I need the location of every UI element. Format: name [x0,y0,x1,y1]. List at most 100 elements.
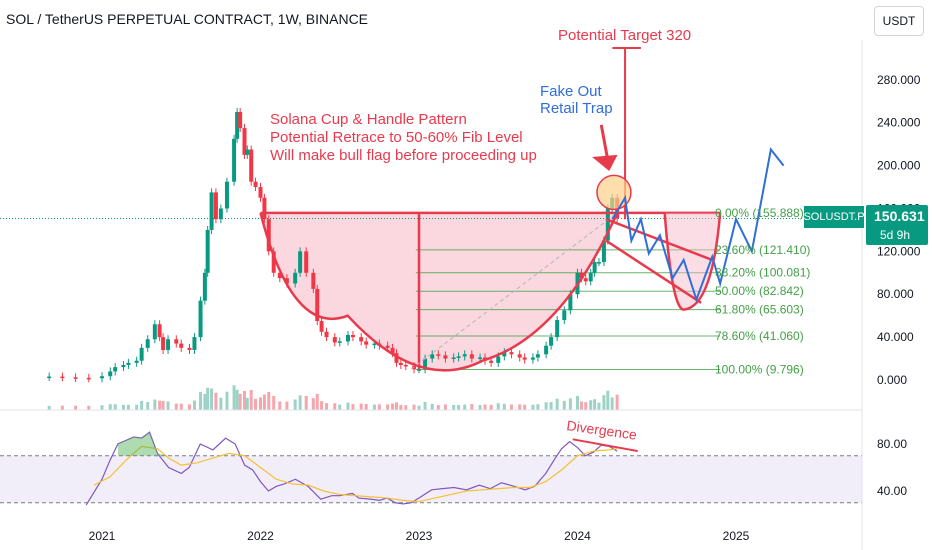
volume-bar [232,385,236,410]
candle [311,272,316,289]
volume-bar [206,387,210,410]
volume-bar [436,404,440,410]
rsi-tick-label: 80.00 [877,437,907,451]
candle [315,288,320,322]
volume-bar [443,404,447,410]
candle [359,337,364,342]
volume-bar [423,401,427,410]
pattern-note: Will make bull flag before proceeding up [270,147,537,164]
time-tick-label: 2021 [89,529,116,543]
candle [436,354,441,356]
price-tick-label: 280.000 [877,73,921,87]
candle [403,364,408,367]
volume-bar [161,400,165,410]
fib-label: 100.00% (9.796) [715,362,804,376]
volume-bar [615,394,619,410]
volume-bar [430,403,434,410]
candle [394,353,399,363]
volume-bar [452,405,456,410]
volume-bar [304,396,308,410]
handle-curve [663,212,722,311]
channel-upper [605,218,713,262]
candle [451,357,456,359]
fib-label: 23.60% (121.410) [715,243,810,257]
candle [198,300,203,338]
volume-bar [399,404,403,410]
candle [145,339,150,348]
volume-bar [179,403,183,410]
candle [245,149,250,155]
candle [319,321,324,332]
candle [588,272,593,282]
candle [174,339,179,344]
candle [277,272,282,279]
volume-bar [298,395,302,410]
volume-bar [549,402,553,410]
candle [249,149,254,182]
cup-curve [259,212,619,372]
candle [579,272,584,279]
volume-bar [470,404,474,410]
volume-bar [174,403,178,410]
volume-bar [377,404,381,410]
time-tick-label: 2024 [564,529,591,543]
volume-bar [108,404,112,410]
volume-bar [568,398,572,410]
volume-bar [262,394,266,410]
time-left: 5d 9h [880,228,911,242]
volume-bar [87,405,91,410]
price-tick-label: 0.000 [877,373,907,387]
candle [549,337,554,346]
volume-bar [135,404,139,410]
chart-title: SOL / TetherUS PERPETUAL CONTRACT, 1W, B… [6,11,369,27]
candle [462,354,467,357]
volume-bar [602,395,606,410]
candle [47,376,52,379]
candle [86,377,91,380]
candle [134,360,139,363]
target-label: Potential Target 320 [558,27,691,44]
candle [121,364,126,368]
candle [502,352,507,357]
volume-bar [203,393,207,410]
candle [152,324,157,340]
volume-bar [412,404,416,410]
currency-button[interactable]: USDT [874,6,924,36]
volume-bar [386,404,390,410]
volume-bar [285,401,289,410]
fib-label: 78.60% (41.060) [715,329,804,343]
candle [544,345,549,355]
candle [298,251,303,273]
volume-bar [518,404,522,410]
candle [398,362,403,365]
fib-diagonal [410,212,618,370]
candle [202,272,207,301]
volume-bar [126,404,130,410]
candle [73,377,78,379]
volume-bar [606,390,610,410]
candle [232,138,237,182]
fakeout-label: Retail Trap [540,100,613,117]
candle [108,371,113,377]
volume-bar [489,404,493,410]
volume-bar [523,404,527,410]
volume-bar [478,405,482,410]
volume-bar [372,404,376,410]
volume-bar [483,404,487,410]
candle [417,369,421,371]
candle [60,376,65,379]
volume-bar [391,403,395,410]
volume-bar [153,399,157,410]
candle [390,347,395,354]
candle [535,354,540,358]
volume-bar [509,404,513,410]
candle [238,112,243,129]
candle [555,319,560,338]
candle [271,251,276,273]
volume-bar [267,391,271,410]
time-tick-label: 2025 [723,529,750,543]
candle [509,352,514,355]
volume-bar [589,400,593,410]
volume-bar [593,399,597,410]
volume-bar [245,397,249,410]
